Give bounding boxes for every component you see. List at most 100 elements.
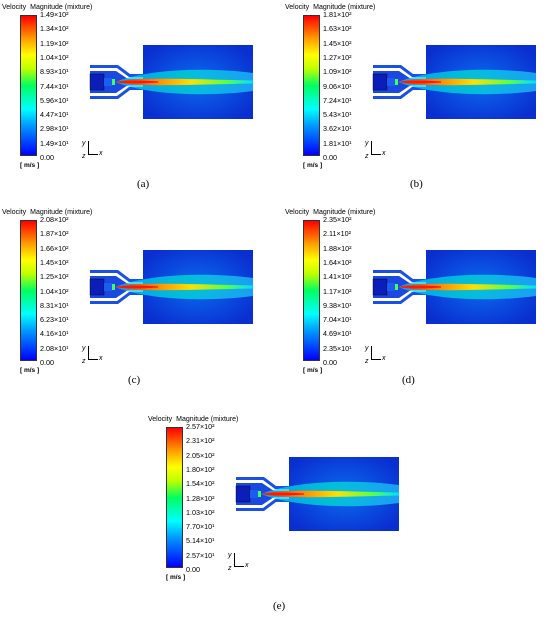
velocity-contour-plot [235,457,399,531]
axis-y-label: y [82,140,86,147]
panel-caption: (d) [402,374,415,386]
axis-z-label: z [365,153,369,160]
colorbar [20,220,37,361]
colorbar-tick-label: 0.00 [40,153,54,162]
coordinate-axes-triad: y z x [228,552,250,572]
colorbar-tick-label: 2.35×10¹ [323,343,352,353]
colorbar-tick-label: 1.28×10² [186,493,215,503]
simulation-panel: Velocity Magnitude (mixture) 2.57×10² 2.31×… [146,412,416,592]
colorbar-title: Velocity Magnitude (mixture) [148,416,242,423]
colorbar-tick-label: 7.24×10¹ [323,95,352,105]
colorbar-tick-label: 3.62×10¹ [323,124,352,134]
colorbar [20,15,37,156]
velocity-contour-plot [89,45,253,119]
coordinate-axes-triad: y z x [82,140,104,160]
colorbar-tick-label: 2.57×10² [186,422,215,431]
colorbar-title: Velocity Magnitude (mixture) [2,4,96,11]
colorbar-tick-label: 1.88×10² [323,243,352,253]
units-label: [ m/s ] [166,574,186,581]
colorbar-tick-label: 1.41×10² [323,272,352,282]
axis-y-label: y [365,345,369,352]
colorbar-tick-label: 6.23×10¹ [40,315,69,325]
colorbar-tick-label: 4.69×10¹ [323,329,352,339]
colorbar-tick-label: 1.87×10² [40,229,69,239]
colorbar-tick-label: 1.45×10² [323,38,352,48]
colorbar-tick-label: 1.49×10¹ [40,138,69,148]
colorbar-title-part: Magnitude (mixture) [313,209,376,216]
coordinate-axes-triad: y z x [365,345,387,365]
colorbar-tick-label: 7.04×10¹ [323,315,352,325]
colorbar-title-part: Magnitude (mixture) [30,209,93,216]
colorbar-tick-label: 1.81×10² [323,10,352,19]
axis-x-label: x [245,562,249,569]
colorbar-tick-label: 4.47×10¹ [40,110,69,120]
colorbar-title-part: Velocity [148,416,173,423]
axis-x-label: x [99,355,103,362]
simulation-panel: Velocity Magnitude (mixture) 2.08×10² 1.87×… [0,205,270,385]
colorbar-tick-label: 2.98×10¹ [40,124,69,134]
colorbar-tick-label: 2.31×10² [186,436,215,446]
colorbar-tick-label: 1.09×10² [323,67,352,77]
colorbar-title-part: Magnitude (mixture) [313,4,376,11]
colorbar-title-part: Velocity [2,4,27,11]
colorbar-tick-label: 1.66×10² [40,243,69,253]
colorbar-tick-label: 1.63×10² [323,24,352,34]
units-label: [ m/s ] [303,162,323,169]
units-label: [ m/s ] [20,367,40,374]
colorbar-tick-label: 8.93×10¹ [40,67,69,77]
colorbar-title-part: Velocity [285,209,310,216]
colorbar [303,220,320,361]
colorbar [303,15,320,156]
colorbar-tick-label: 1.19×10² [40,38,69,48]
colorbar-title: Velocity Magnitude (mixture) [2,209,96,216]
axis-z-label: z [82,358,86,365]
colorbar-tick-label: 5.96×10¹ [40,95,69,105]
axis-z-label: z [365,358,369,365]
colorbar-tick-label: 1.27×10² [323,52,352,62]
velocity-contour-plot [372,45,536,119]
colorbar-tick-label: 2.08×10² [40,215,69,224]
colorbar-tick-label: 1.80×10² [186,464,215,474]
colorbar-tick-label: 1.81×10¹ [323,138,352,148]
colorbar-tick-label: 1.45×10² [40,257,69,267]
colorbar-tick-label: 0.00 [40,358,54,367]
colorbar-tick-label: 0.00 [186,565,200,574]
colorbar-tick-label: 2.11×10² [323,229,352,239]
colorbar-tick-label: 1.49×10² [40,10,69,19]
colorbar-tick-label: 1.03×10² [186,507,215,517]
colorbar-tick-label: 1.34×10² [40,24,69,34]
colorbar-title-part: Velocity [2,209,27,216]
colorbar-title: Velocity Magnitude (mixture) [285,4,379,11]
colorbar-tick-label: 1.25×10² [40,272,69,282]
colorbar-title-part: Velocity [285,4,310,11]
panel-caption: (a) [137,178,150,190]
colorbar-tick-label: 4.16×10¹ [40,329,69,339]
colorbar-tick-label: 1.54×10² [186,479,215,489]
colorbar-tick-label: 0.00 [323,153,337,162]
axis-z-label: z [82,153,86,160]
axis-y-label: y [82,345,86,352]
simulation-panel: Velocity Magnitude (mixture) 2.35×10² 2.11×… [283,205,550,385]
colorbar-tick-label: 7.70×10¹ [186,522,215,532]
axis-y-label: y [365,140,369,147]
colorbar-tick-label: 8.31×10¹ [40,300,69,310]
colorbar-tick-label: 7.44×10¹ [40,81,69,91]
units-label: [ m/s ] [303,367,323,374]
colorbar-tick-label: 5.43×10¹ [323,110,352,120]
colorbar-tick-label: 2.35×10² [323,215,352,224]
colorbar-tick-label: 2.05×10² [186,450,215,460]
colorbar-tick-label: 0.00 [323,358,337,367]
colorbar [166,427,183,568]
colorbar-tick-label: 9.38×10¹ [323,300,352,310]
units-label: [ m/s ] [20,162,40,169]
colorbar-tick-label: 1.04×10² [40,52,69,62]
colorbar-title-part: Magnitude (mixture) [176,416,239,423]
axis-y-label: y [228,552,232,559]
axis-x-label: x [382,150,386,157]
panel-caption: (b) [410,178,423,190]
coordinate-axes-triad: y z x [365,140,387,160]
simulation-panel: Velocity Magnitude (mixture) 1.81×10² 1.63×… [283,0,550,180]
colorbar-tick-label: 9.06×10¹ [323,81,352,91]
coordinate-axes-triad: y z x [82,345,104,365]
colorbar-tick-label: 1.64×10² [323,257,352,267]
